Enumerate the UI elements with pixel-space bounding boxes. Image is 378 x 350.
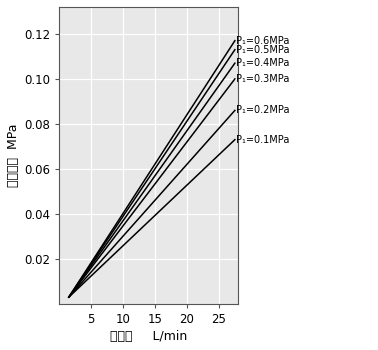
Text: P₁=0.6MPa: P₁=0.6MPa	[236, 36, 289, 46]
X-axis label: 流　量     L/min: 流 量 L/min	[110, 330, 187, 343]
Text: P₁=0.5MPa: P₁=0.5MPa	[236, 45, 289, 55]
Text: P₁=0.3MPa: P₁=0.3MPa	[236, 74, 289, 84]
Y-axis label: 圧力降下  MPa: 圧力降下 MPa	[7, 124, 20, 187]
Text: P₁=0.1MPa: P₁=0.1MPa	[236, 135, 289, 145]
Text: P₁=0.4MPa: P₁=0.4MPa	[236, 58, 289, 68]
Text: P₁=0.2MPa: P₁=0.2MPa	[236, 105, 289, 116]
